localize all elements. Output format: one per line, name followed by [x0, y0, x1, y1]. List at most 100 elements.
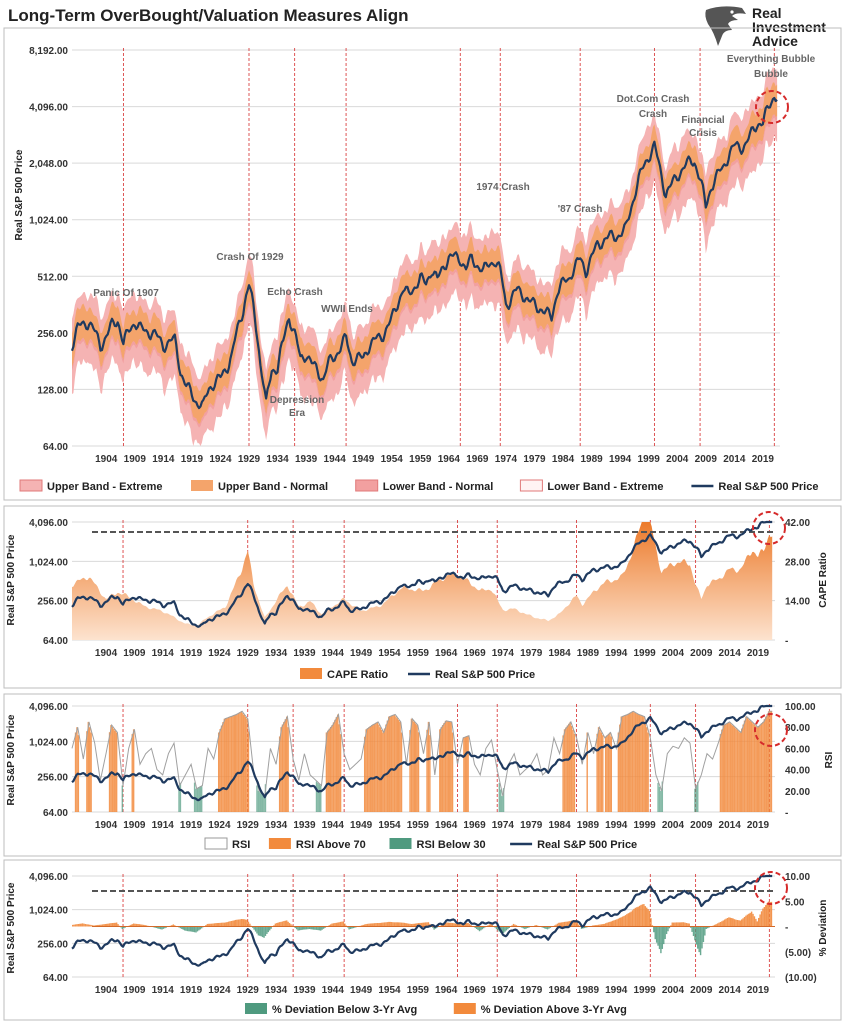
panel-3-y-tick-label: 1,024.00	[29, 737, 68, 748]
series-rsi-above-70	[283, 721, 285, 812]
series-deviation-above	[237, 919, 240, 927]
panel-4-x-tick-label: 1919	[180, 985, 203, 996]
series-deviation-below	[192, 926, 194, 932]
series-deviation-above	[378, 923, 380, 927]
series-deviation-above	[117, 924, 119, 927]
panel-4-x-tick-label: 2014	[719, 985, 742, 996]
series-deviation-above	[630, 911, 632, 927]
series-deviation-above	[514, 924, 516, 927]
series-deviation-above	[651, 925, 654, 927]
series-deviation-above	[240, 919, 243, 927]
series-deviation-above	[406, 923, 408, 927]
series-deviation-above	[281, 921, 284, 927]
series-deviation-above	[426, 922, 428, 927]
series-rsi-above-70	[369, 726, 372, 812]
series-deviation-above	[100, 924, 102, 927]
series-deviation-above	[210, 923, 213, 927]
panel-4-x-tick-label: 1949	[350, 985, 373, 996]
series-rsi-above-70	[90, 732, 92, 812]
series-deviation-above	[84, 924, 87, 927]
series-deviation-above	[644, 906, 647, 927]
panel-4-x-tick-label: 2004	[662, 985, 685, 996]
series-deviation-above	[236, 919, 238, 927]
series-rsi-above-70	[729, 723, 732, 812]
annotation: Panic Of 1907	[93, 288, 159, 299]
panel-3-x-tick-label: 1969	[463, 820, 486, 831]
series-deviation-above	[331, 923, 333, 927]
legend-entry: RSI Above 70	[296, 839, 366, 851]
panel-2-x-tick-label: 2019	[747, 648, 770, 659]
panel-4-x-tick-label: 1934	[265, 985, 288, 996]
series-deviation-above	[643, 904, 645, 927]
panel-2-x-tick-label: 2009	[690, 648, 713, 659]
series-deviation-above	[110, 923, 112, 927]
series-rsi-below-30	[661, 781, 664, 812]
series-deviation-above	[603, 923, 605, 927]
series-rsi-above-70	[449, 721, 451, 812]
y2-axis-label: CAPE Ratio	[818, 552, 829, 608]
panel-2-y-tick-label: 64.00	[43, 636, 68, 647]
series-rsi-above-70	[390, 715, 393, 812]
eagle-head-icon	[705, 6, 746, 46]
series-deviation-below	[261, 926, 264, 938]
series-deviation-above	[239, 919, 241, 927]
legend-entry: Lower Band - Normal	[383, 481, 494, 493]
series-deviation-above	[440, 925, 442, 927]
series-deviation-above	[633, 908, 635, 927]
series-deviation-above	[512, 923, 515, 927]
series-deviation-above	[735, 919, 737, 927]
series-rsi-above-70	[366, 728, 369, 812]
panel-3-x-tick-label: 1904	[95, 820, 118, 831]
panel-3-x-tick-label: 1954	[378, 820, 401, 831]
series-rsi-below-30	[263, 796, 265, 812]
series-deviation-above	[232, 920, 234, 927]
highlight-circle	[752, 511, 786, 545]
series-rsi-above-70	[619, 724, 621, 812]
series-rsi-below-30	[657, 782, 659, 812]
series-deviation-below	[199, 926, 201, 930]
series-deviation-above	[631, 910, 634, 927]
series-real-sp500-price	[71, 704, 773, 802]
series-deviation-above	[106, 923, 108, 927]
series-rsi-above-70	[596, 733, 598, 812]
series-rsi-above-70	[227, 717, 230, 812]
series-rsi-above-70	[220, 725, 223, 812]
series-rsi-above-70	[466, 736, 468, 812]
series-deviation-below	[196, 926, 199, 932]
series-rsi-above-70	[750, 721, 753, 812]
series-deviation-above	[750, 911, 753, 927]
series-deviation-above	[335, 922, 338, 927]
series-rsi-above-70	[570, 725, 573, 812]
series-rsi-above-70	[236, 713, 238, 812]
annotation: Crash	[639, 109, 667, 120]
series-deviation-below	[188, 926, 190, 932]
series-deviation-above	[137, 923, 139, 927]
panel-2-x-tick-label: 1904	[95, 648, 118, 659]
series-deviation-above	[457, 923, 459, 927]
series-rsi-above-70	[568, 723, 570, 812]
series-rsi-above-70	[742, 724, 744, 812]
series-deviation-above	[684, 922, 686, 927]
series-rsi-below-30	[694, 788, 696, 812]
series-deviation-below	[545, 926, 547, 929]
series-rsi-above-70	[626, 714, 628, 812]
series-deviation-below	[269, 926, 271, 931]
series-deviation-below	[521, 926, 523, 928]
series-deviation-above	[594, 925, 597, 927]
series-deviation-below	[354, 926, 356, 928]
series-rsi-above-70	[748, 719, 750, 812]
panel-2-x-tick-label: 1994	[605, 648, 628, 659]
series-rsi-above-70	[217, 732, 220, 812]
series-rsi-above-70	[467, 735, 469, 812]
series-rsi-above-70	[746, 717, 749, 812]
series-deviation-above	[329, 924, 332, 927]
series-deviation-below	[695, 926, 698, 945]
series-deviation-below	[315, 926, 318, 930]
series-rsi-above-70	[606, 735, 608, 812]
series-deviation-above	[81, 923, 84, 927]
series-deviation-above	[223, 922, 226, 927]
series-deviation-above	[602, 924, 604, 927]
series-rsi	[71, 710, 773, 798]
panel-3-x-tick-label: 1914	[152, 820, 175, 831]
series-rsi-above-70	[739, 732, 741, 812]
